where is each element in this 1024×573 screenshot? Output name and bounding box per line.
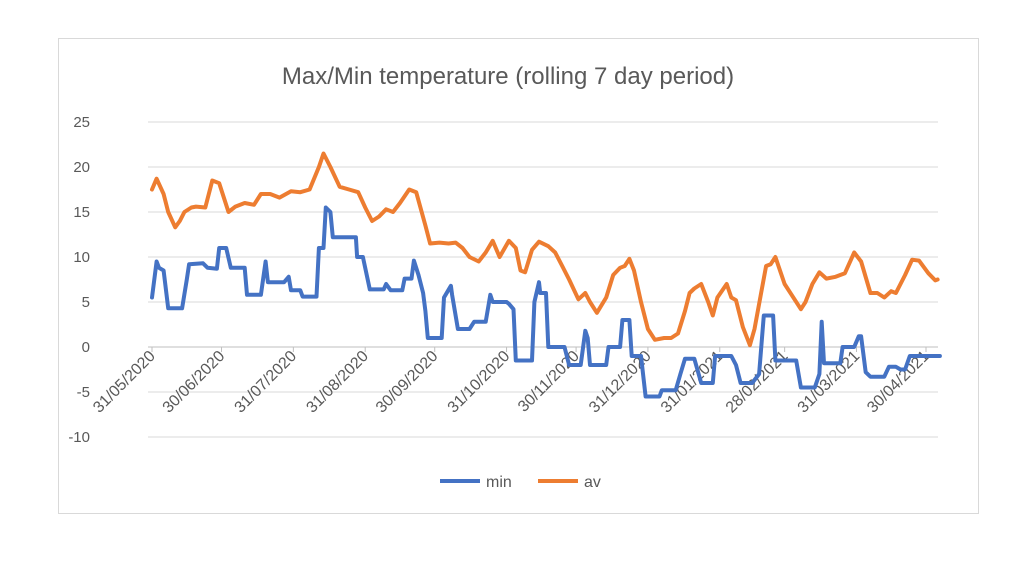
x-tick-label: 31/03/2021: [795, 348, 864, 417]
series-line-av: [150, 151, 940, 348]
x-tick-label: 30/09/2020: [373, 348, 442, 417]
y-tick-label: 25: [73, 114, 90, 131]
x-tick-label: 31/08/2020: [303, 348, 372, 417]
x-tick-label: 31/07/2020: [232, 348, 301, 417]
x-tick-label: 31/05/2020: [90, 348, 159, 417]
x-tick-label: 30/04/2021: [864, 348, 933, 417]
chart-frame: [58, 38, 979, 514]
y-tick-label: -10: [68, 429, 90, 446]
x-tick-label: 30/11/2020: [515, 348, 583, 416]
x-tick-label: 31/10/2020: [445, 348, 514, 417]
legend-label-av: av: [584, 474, 601, 491]
y-tick-label: 20: [73, 159, 90, 176]
y-tick-label: -5: [77, 384, 90, 401]
legend-label-min: min: [486, 474, 512, 491]
series-line-min: [150, 205, 942, 399]
y-tick-label: 15: [73, 204, 90, 221]
y-tick-label: 5: [82, 294, 90, 311]
x-tick-label: 30/06/2020: [160, 348, 229, 417]
y-tick-label: 10: [73, 249, 90, 266]
y-tick-label: 0: [82, 339, 90, 356]
chart-title: Max/Min temperature (rolling 7 day perio…: [282, 63, 734, 90]
